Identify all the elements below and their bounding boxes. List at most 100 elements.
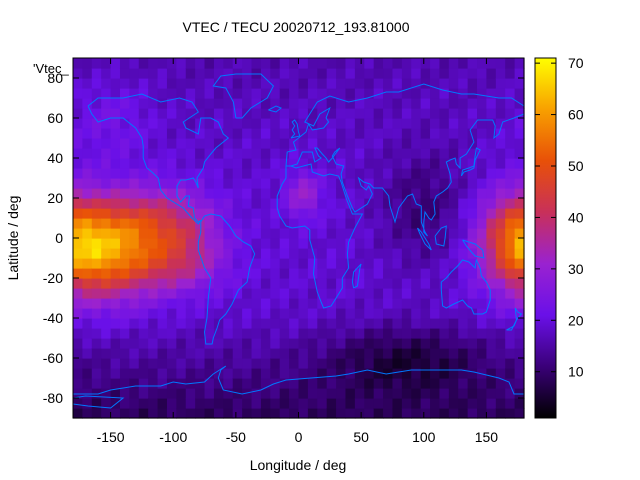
heatmap-cell <box>195 198 206 209</box>
heatmap-cell <box>119 108 130 119</box>
heatmap-cell <box>73 108 83 119</box>
heatmap-cell <box>119 328 130 339</box>
heatmap-cell <box>260 318 271 329</box>
heatmap-cell <box>364 128 375 139</box>
heatmap-cell <box>420 408 431 419</box>
heatmap-cell <box>204 78 215 89</box>
heatmap-cell <box>448 388 459 399</box>
heatmap-cell <box>392 128 403 139</box>
heatmap-cell <box>138 178 149 189</box>
heatmap-cell <box>336 118 347 129</box>
heatmap-cell <box>486 368 497 379</box>
heatmap-cell <box>364 168 375 179</box>
heatmap-cell <box>439 178 450 189</box>
heatmap-cell <box>289 58 300 69</box>
heatmap-cell <box>270 268 281 279</box>
heatmap-cell <box>110 288 121 299</box>
heatmap-cell <box>307 278 318 289</box>
heatmap-cell <box>364 148 375 159</box>
heatmap-cell <box>176 278 187 289</box>
heatmap-cell <box>138 258 149 269</box>
heatmap-cell <box>430 368 441 379</box>
heatmap-cell <box>354 368 365 379</box>
heatmap-cell <box>354 218 365 229</box>
heatmap-cell <box>354 168 365 179</box>
heatmap-cell <box>326 78 337 89</box>
heatmap-cell <box>317 258 328 269</box>
heatmap-cell <box>119 158 130 169</box>
heatmap-cell <box>401 68 412 79</box>
heatmap-cell <box>166 128 177 139</box>
heatmap-cell <box>411 358 422 369</box>
heatmap-cell <box>270 328 281 339</box>
heatmap-cell <box>345 228 356 239</box>
heatmap-cell <box>401 148 412 159</box>
heatmap-cell <box>185 128 196 139</box>
heatmap-cell <box>477 108 488 119</box>
heatmap-cell <box>411 318 422 329</box>
coastline <box>434 225 447 247</box>
heatmap-cell <box>101 388 112 399</box>
heatmap-cell <box>176 358 187 369</box>
heatmap-cell <box>289 378 300 389</box>
heatmap-cell <box>73 278 83 289</box>
heatmap-cell <box>326 288 337 299</box>
heatmap-cell <box>448 278 459 289</box>
heatmap-cell <box>260 108 271 119</box>
heatmap-cell <box>185 338 196 349</box>
heatmap-cell <box>204 298 215 309</box>
heatmap-cell <box>420 138 431 149</box>
heatmap-cell <box>467 208 478 219</box>
heatmap-cell <box>467 128 478 139</box>
heatmap-cell <box>260 278 271 289</box>
heatmap-cell <box>176 238 187 249</box>
heatmap-cell <box>260 258 271 269</box>
heatmap-cell <box>486 108 497 119</box>
heatmap-cell <box>242 278 253 289</box>
heatmap-cell <box>73 368 83 379</box>
heatmap-cell <box>260 288 271 299</box>
heatmap-cell <box>495 398 506 409</box>
heatmap-cell <box>392 378 403 389</box>
heatmap-cell <box>119 118 130 129</box>
heatmap-cell <box>129 238 140 249</box>
heatmap-cell <box>270 208 281 219</box>
heatmap-cell <box>232 318 243 329</box>
heatmap-cell <box>336 248 347 259</box>
heatmap-cell <box>383 408 394 419</box>
heatmap-cell <box>157 368 168 379</box>
heatmap-cell <box>448 198 459 209</box>
coastline <box>285 83 525 167</box>
heatmap-cell <box>119 68 130 79</box>
heatmap-cell <box>251 148 262 159</box>
heatmap-cell <box>260 78 271 89</box>
heatmap-cell <box>458 408 469 419</box>
heatmap-cell <box>289 258 300 269</box>
heatmap-cell <box>373 268 384 279</box>
heatmap-cell <box>373 338 384 349</box>
heatmap-cell <box>195 238 206 249</box>
heatmap-cell <box>458 158 469 169</box>
heatmap-cell <box>119 128 130 139</box>
heatmap-cell <box>242 368 253 379</box>
heatmap-cell <box>392 238 403 249</box>
heatmap-cell <box>317 118 328 129</box>
heatmap-cell <box>157 378 168 389</box>
heatmap-cell <box>420 388 431 399</box>
heatmap-cell <box>110 348 121 359</box>
heatmap-cell <box>279 288 290 299</box>
heatmap-cell <box>420 68 431 79</box>
heatmap-cell <box>251 328 262 339</box>
heatmap-cell <box>195 218 206 229</box>
heatmap-cell <box>448 398 459 409</box>
heatmap-cell <box>101 218 112 229</box>
heatmap-cell <box>138 58 149 69</box>
heatmap-cell <box>129 408 140 419</box>
heatmap-cell <box>195 268 206 279</box>
heatmap-cell <box>307 398 318 409</box>
heatmap-cell <box>148 238 159 249</box>
heatmap-cell <box>336 288 347 299</box>
heatmap-cell <box>307 68 318 79</box>
heatmap-cell <box>195 338 206 349</box>
heatmap-cell <box>411 88 422 99</box>
